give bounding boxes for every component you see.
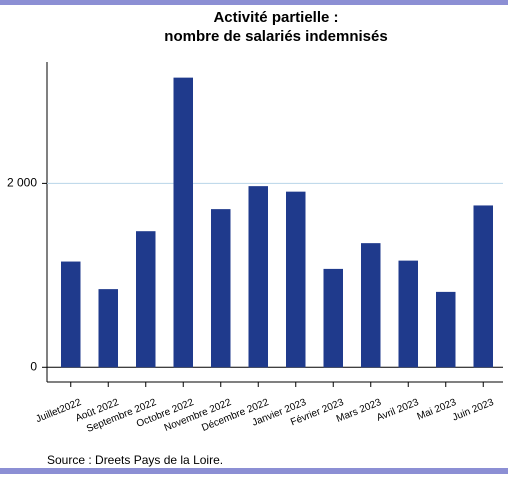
- bar: [473, 205, 493, 368]
- chart-subtitle: nombre de salariés indemnisés: [164, 28, 387, 45]
- bar: [248, 186, 268, 368]
- bar: [323, 268, 343, 368]
- x-tick-label: Avril 2023: [375, 397, 421, 424]
- y-tick-label: 0: [30, 359, 37, 373]
- x-tick-label: Mai 2023: [416, 397, 459, 423]
- bar: [136, 231, 156, 368]
- bar: [211, 209, 231, 368]
- bar: [173, 77, 193, 368]
- bar: [398, 260, 418, 368]
- chart-title: Activité partielle :: [213, 9, 338, 26]
- bar: [436, 291, 456, 368]
- source: Source : Dreets Pays de la Loire.: [47, 453, 223, 467]
- bottom-band: [0, 468, 508, 474]
- top-band: [0, 0, 508, 5]
- bar: [286, 191, 306, 368]
- y-tick-label: 2 000: [7, 176, 37, 190]
- bar: [61, 261, 81, 368]
- bar: [361, 243, 381, 368]
- bar: [98, 289, 118, 368]
- x-tick-label: Juin 2023: [451, 397, 496, 424]
